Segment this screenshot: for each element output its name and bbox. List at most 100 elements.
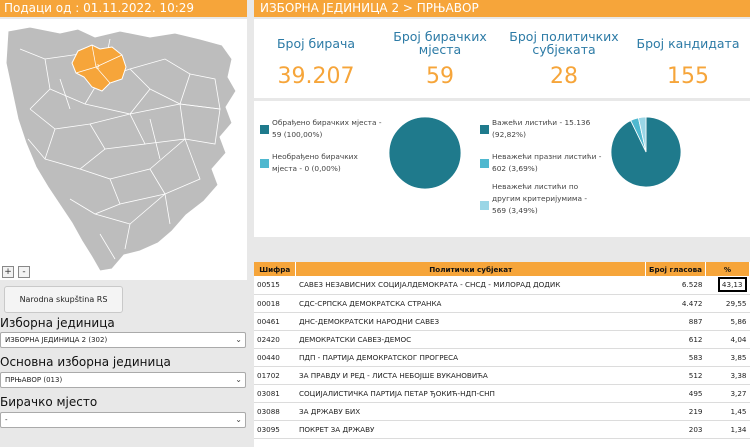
legend-text: мјеста - 0 (0,00%) (272, 164, 341, 173)
pie-slice[interactable] (637, 116, 647, 153)
results-table: Шифра Политички субјекат Број гласова % … (254, 262, 750, 439)
legend-swatch-processed (260, 125, 269, 134)
basic-electoral-unit-select[interactable]: ПРЊАВОР (013) ⌄ (0, 372, 246, 388)
row-code: 00461 (254, 312, 296, 331)
stat-title: Број кандидата (636, 35, 740, 51)
row-subject: ДЕМОКРАТСКИ САВЕЗ-ДЕМОС (295, 330, 646, 349)
row-votes: 512 (645, 366, 706, 385)
legend-swatch-invalid-other (480, 201, 489, 210)
table-row[interactable]: 00515 САВЕЗ НЕЗАВИСНИХ СОЦИЈАЛДЕМОКРАТА -… (254, 276, 750, 295)
row-pct: 5,86 (730, 316, 747, 326)
legend-text: Неважећи листићи по (492, 182, 579, 191)
legend-swatch-unprocessed (260, 159, 269, 168)
row-votes: 612 (645, 330, 706, 349)
legend-text: Обрађено бирачких мјеста - (272, 118, 382, 127)
legend-swatch-valid (480, 125, 489, 134)
row-code: 02420 (254, 330, 296, 349)
legend-text: Важећи листићи - 15.136 (492, 118, 591, 127)
map-unit-label: 2 (96, 64, 100, 71)
map-electoral-unit-2[interactable] (71, 44, 127, 92)
table-row[interactable]: 00461 ДНС-ДЕМОКРАТСКИ НАРОДНИ САВЕЗ 887 5,8… (254, 312, 750, 331)
row-votes: 583 (645, 348, 706, 367)
results-table-panel: Шифра Политички субјекат Број гласова % … (254, 262, 750, 447)
col-subject-header[interactable]: Политички субјекат (295, 262, 647, 276)
narodna-skupstina-button[interactable]: Narodna skupština RS (4, 286, 123, 313)
left-panel: Подаци од : 01.11.2022. 10:29 (0, 0, 250, 447)
electoral-unit-select[interactable]: ИЗБОРНА ЈЕДИНИЦА 2 (302) ⌄ (0, 332, 246, 348)
row-pct-cell: 1,45 (705, 402, 750, 421)
map-unit-borders (75, 44, 123, 84)
table-row[interactable]: 01702 ЗА ПРАВДУ И РЕД - ЛИСТА НЕБОЈШЕ ВУК… (254, 366, 750, 385)
legend-swatch-invalid-empty (480, 159, 489, 168)
table-row[interactable]: 03095 ПОКРЕТ ЗА ДРЖАВУ 203 1,34 (254, 420, 750, 439)
legend-unprocessed: Необрађено бирачких мјеста - 0 (0,00%) (272, 151, 392, 175)
legend-text: 569 (3,49%) (492, 206, 538, 215)
stat-candidates: Број кандидата 155 (626, 19, 750, 90)
map-panel: 2 + - (0, 19, 247, 280)
legend-text: (92,82%) (492, 130, 526, 139)
row-subject: ДНС-ДЕМОКРАТСКИ НАРОДНИ САВЕЗ (295, 312, 646, 331)
table-row[interactable]: 00440 ПДП - ПАРТИЈА ДЕМОКРАТСКОГ ПРОГРЕСА… (254, 348, 750, 367)
row-pct-cell: 3,27 (705, 384, 750, 403)
row-subject: ПОКРЕТ ЗА ДРЖАВУ (295, 420, 646, 439)
table-row[interactable]: 03088 ЗА ДРЖАВУ БИХ 219 1,45 (254, 402, 750, 421)
stat-title: Број политичких субјеката (509, 29, 619, 57)
pie-slice[interactable] (388, 116, 462, 190)
table-row[interactable]: 02420 ДЕМОКРАТСКИ САВЕЗ-ДЕМОС 612 4,04 (254, 330, 750, 349)
pie-polling-stations (388, 116, 462, 190)
row-pct: 29,55 (725, 298, 747, 308)
chevron-down-icon: ⌄ (235, 375, 242, 384)
data-timestamp-header: Подаци од : 01.11.2022. 10:29 (0, 0, 247, 17)
legend-text: 602 (3,69%) (492, 164, 538, 173)
table-row[interactable]: 03081 СОЦИЈАЛИСТИЧКА ПАРТИЈА ПЕТАР ЂОКИЋ-… (254, 384, 750, 403)
pie-ballots (610, 116, 682, 188)
row-code: 01702 (254, 366, 296, 385)
row-votes: 495 (645, 384, 706, 403)
row-votes: 219 (645, 402, 706, 421)
col-pct-header[interactable]: % (705, 262, 750, 276)
stat-political-subjects: Број политичких субјеката 28 (502, 19, 626, 89)
stat-polling-stations: Број бирачких мјеста 59 (378, 19, 502, 89)
row-pct: 1,45 (730, 406, 747, 416)
legend-text: 59 (100,00%) (272, 130, 323, 139)
row-pct-cell: 5,86 (705, 312, 750, 331)
polling-station-select[interactable]: - ⌄ (0, 412, 246, 428)
row-subject: САВЕЗ НЕЗАВИСНИХ СОЦИЈАЛДЕМОКРАТА - СНСД… (295, 276, 646, 295)
row-code: 00440 (254, 348, 296, 367)
row-votes: 887 (645, 312, 706, 331)
row-votes: 6.528 (645, 276, 706, 295)
map-country-shape (5, 26, 237, 272)
zoom-out-button[interactable]: - (18, 266, 30, 278)
row-code: 00018 (254, 294, 296, 313)
row-pct: 1,34 (730, 424, 747, 434)
electoral-unit-label: Изборна јединица (0, 316, 115, 330)
row-subject: ПДП - ПАРТИЈА ДЕМОКРАТСКОГ ПРОГРЕСА (295, 348, 646, 367)
row-votes: 203 (645, 420, 706, 439)
row-code: 00515 (254, 276, 296, 295)
basic-electoral-unit-select-value: ПРЊАВОР (013) (5, 376, 63, 384)
row-pct: 3,27 (730, 388, 747, 398)
bih-map[interactable]: 2 (0, 19, 247, 280)
row-pct-cell: 1,34 (705, 420, 750, 439)
stat-title: Број бирача (276, 35, 356, 51)
row-pct: 4,04 (730, 334, 747, 344)
row-pct: 43,13 (717, 277, 747, 293)
legend-invalid-other: Неважећи листићи по другим критеријумима… (492, 181, 612, 217)
legend-processed: Обрађено бирачких мјеста - 59 (100,00%) (272, 117, 392, 141)
stat-title: Број бирачких мјеста (393, 29, 487, 57)
breadcrumb: ИЗБОРНА ЈЕДИНИЦА 2 > ПРЊАВОР (254, 0, 750, 17)
stat-value: 28 (550, 64, 578, 89)
polling-station-label: Бирачко мјесто (0, 395, 98, 409)
row-votes: 4.472 (645, 294, 706, 313)
legend-invalid-empty: Неважећи празни листићи - 602 (3,69%) (492, 151, 612, 175)
chevron-down-icon: ⌄ (235, 415, 242, 424)
legend-valid: Важећи листићи - 15.136 (92,82%) (492, 117, 612, 141)
col-code-header[interactable]: Шифра (254, 262, 297, 276)
stat-voters: Број бирача 39.207 (254, 19, 378, 90)
col-votes-header[interactable]: Број гласова (645, 262, 706, 276)
row-code: 03095 (254, 420, 296, 439)
table-row[interactable]: 00018 СДС-СРПСКА ДЕМОКРАТСКА СТРАНКА 4.472… (254, 294, 750, 313)
pie-charts-panel: Обрађено бирачких мјеста - 59 (100,00%) … (254, 101, 750, 237)
zoom-in-button[interactable]: + (2, 266, 14, 278)
stat-value: 39.207 (277, 64, 355, 89)
